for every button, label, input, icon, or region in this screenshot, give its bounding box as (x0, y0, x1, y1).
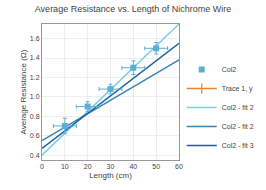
svg-text:50: 50 (152, 163, 160, 170)
svg-text:1.2: 1.2 (30, 74, 40, 81)
svg-text:Average Resistance (Ω): Average Resistance (Ω) (19, 49, 28, 134)
svg-text:Length (cm): Length (cm) (89, 171, 132, 180)
svg-text:1.0: 1.0 (30, 93, 40, 100)
svg-text:0.6: 0.6 (30, 132, 40, 139)
svg-text:Col2 - fit 2: Col2 - fit 2 (222, 104, 254, 111)
svg-text:Trace 1, y: Trace 1, y (222, 85, 253, 93)
svg-text:Col2: Col2 (222, 66, 237, 73)
svg-text:40: 40 (129, 163, 137, 170)
svg-text:10: 10 (61, 163, 69, 170)
svg-text:Col2 - fit 2: Col2 - fit 2 (222, 123, 254, 130)
svg-text:30: 30 (107, 163, 115, 170)
svg-text:20: 20 (84, 163, 92, 170)
svg-text:Average Resistance vs. Length: Average Resistance vs. Length of Nichrom… (35, 4, 231, 14)
svg-text:1.6: 1.6 (30, 35, 40, 42)
svg-text:60: 60 (175, 163, 183, 170)
svg-text:0.8: 0.8 (30, 113, 40, 120)
svg-text:Col2 - fit 3: Col2 - fit 3 (222, 142, 254, 149)
svg-text:1.4: 1.4 (30, 54, 40, 61)
svg-text:0: 0 (40, 163, 44, 170)
svg-text:0.4: 0.4 (30, 152, 40, 159)
